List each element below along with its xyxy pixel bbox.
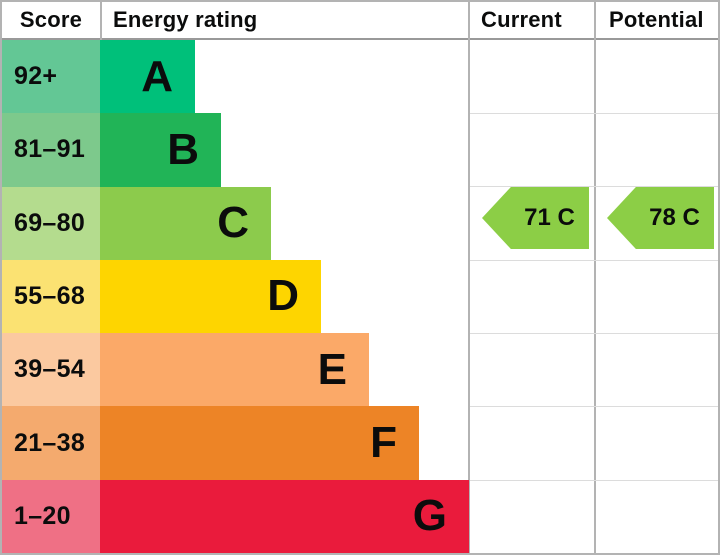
band-bar: E (100, 333, 369, 407)
band-row-g: 1–20 G (2, 479, 718, 553)
band-row-e: 39–54 E (2, 333, 718, 407)
band-letter: F (370, 418, 397, 468)
band-row-c: 69–80 C (2, 186, 718, 260)
band-letter: A (141, 51, 173, 101)
potential-rating-label: 78 C (649, 204, 700, 231)
score-column-divider (100, 2, 102, 40)
band-score-cell: 55–68 (2, 259, 100, 334)
row-separator (470, 113, 718, 114)
band-score-cell: 69–80 (2, 186, 100, 260)
band-bar: G (100, 479, 469, 553)
band-score-cell: 21–38 (2, 406, 100, 480)
band-bar: B (100, 113, 221, 187)
band-letter: C (217, 198, 249, 248)
row-separator (470, 406, 718, 407)
band-score-cell: 39–54 (2, 333, 100, 407)
column-header-energy-rating: Energy rating (113, 7, 258, 32)
band-row-a: 92+ A (2, 40, 718, 114)
column-header-current: Current (481, 7, 562, 32)
band-bar: F (100, 406, 419, 480)
current-column-divider (468, 2, 470, 553)
band-letter: D (267, 271, 299, 321)
column-header-score: Score (19, 7, 83, 32)
band-rows: 92+ A 81–91 B 69–80 C 55–68 D 39–54 (2, 40, 718, 553)
band-row-d: 55–68 D (2, 259, 718, 334)
potential-column-divider (594, 2, 596, 553)
row-separator (470, 480, 718, 481)
band-row-b: 81–91 B (2, 113, 718, 187)
column-header-potential: Potential (609, 7, 704, 32)
row-separator (470, 260, 718, 261)
current-rating-label: 71 C (524, 204, 575, 231)
row-separator (470, 186, 718, 187)
band-score-cell: 81–91 (2, 113, 100, 187)
band-score-cell: 1–20 (2, 479, 100, 553)
band-bar: A (100, 40, 195, 114)
table-header: Score Energy rating Current Potential (2, 2, 718, 40)
row-separator (470, 333, 718, 334)
band-letter: G (412, 491, 447, 541)
band-letter: B (167, 124, 199, 174)
band-letter: E (317, 344, 347, 394)
band-bar: C (100, 186, 271, 260)
band-bar: D (100, 259, 321, 334)
band-score-cell: 92+ (2, 40, 100, 114)
band-row-f: 21–38 F (2, 406, 718, 480)
